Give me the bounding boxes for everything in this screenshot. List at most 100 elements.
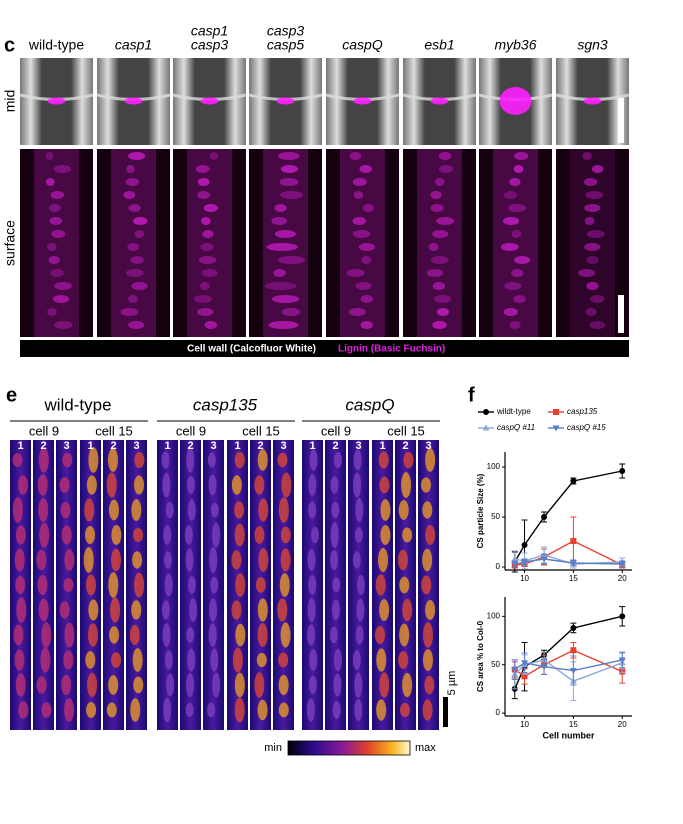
intensity-strip <box>208 623 217 647</box>
data-point <box>540 556 548 563</box>
intensity-strip <box>254 672 265 698</box>
intensity-strip <box>106 702 117 718</box>
micrograph <box>353 191 364 199</box>
cell-label: cell 9 <box>176 423 206 438</box>
micrograph <box>280 165 298 173</box>
legend-label: caspQ #15 <box>567 423 606 432</box>
intensity-strip <box>402 598 413 622</box>
x-tick-label: 10 <box>520 574 529 583</box>
intensity-strip <box>131 499 142 521</box>
intensity-strip <box>425 448 436 472</box>
intensity-strip <box>378 547 389 573</box>
intensity-strip <box>278 652 289 668</box>
intensity-strip <box>88 599 99 621</box>
intensity-strip <box>85 526 96 544</box>
intensity-strip <box>83 547 94 573</box>
intensity-strip <box>278 497 289 523</box>
intensity-strip <box>308 575 317 595</box>
genotype-label: casp1 <box>191 23 228 39</box>
intensity-strip <box>399 623 410 647</box>
intensity-strip <box>64 698 75 722</box>
intensity-strip <box>38 598 49 622</box>
micrograph <box>126 165 135 173</box>
intensity-strip <box>212 522 221 548</box>
intensity-strip <box>85 651 96 669</box>
micrograph <box>348 308 367 316</box>
intensity-strip <box>207 702 216 718</box>
lane-label: 2 <box>402 440 408 452</box>
micrograph <box>201 217 211 225</box>
micrograph <box>264 282 297 290</box>
micrograph <box>279 191 304 199</box>
intensity-strip <box>40 647 51 673</box>
intensity-strip <box>163 697 172 723</box>
intensity-strip <box>64 549 75 571</box>
micrograph <box>197 178 210 186</box>
data-point <box>569 668 577 675</box>
intensity-strip <box>61 674 72 696</box>
scale-bar <box>443 697 448 727</box>
micrograph <box>187 149 232 337</box>
intensity-strip <box>187 648 196 672</box>
intensity-strip <box>376 699 387 721</box>
genotype-label: casp3 <box>191 37 229 53</box>
micrograph <box>203 204 218 212</box>
data-point <box>552 425 560 432</box>
x-tick-label: 20 <box>618 574 627 583</box>
micrograph <box>353 97 372 105</box>
intensity-strip <box>398 500 409 520</box>
micrograph <box>278 152 300 160</box>
intensity-strip <box>280 622 291 648</box>
intensity-strip <box>355 625 364 645</box>
micrograph <box>430 256 449 264</box>
micrograph <box>204 321 218 329</box>
intensity-strip <box>280 526 291 544</box>
series <box>511 463 626 573</box>
intensity-strip <box>186 672 195 698</box>
intensity-strip <box>420 477 431 493</box>
intensity-strip <box>108 448 119 472</box>
micrograph <box>582 152 592 160</box>
micrograph <box>273 269 286 277</box>
intensity-strip <box>234 501 245 519</box>
intensity-strip <box>208 474 217 496</box>
group-label: caspQ <box>345 395 394 414</box>
micrograph <box>197 308 214 316</box>
intensity-strip <box>131 600 142 620</box>
intensity-strip <box>12 497 23 523</box>
genotype-label: esb1 <box>424 37 454 53</box>
micrograph <box>432 230 449 238</box>
intensity-strip <box>189 598 198 622</box>
intensity-strip <box>62 452 73 468</box>
lane-label: 3 <box>425 440 431 452</box>
intensity-strip <box>397 549 408 571</box>
genotype-label: sgn3 <box>577 37 608 53</box>
micrograph <box>51 230 66 238</box>
scale-label: 5 µm <box>446 671 458 696</box>
intensity-strip <box>129 624 140 646</box>
x-tick-label: 15 <box>569 720 578 729</box>
micrograph <box>50 269 64 277</box>
colorbar-label: max <box>415 742 436 754</box>
intensity-strip <box>60 501 71 519</box>
lane-label: 2 <box>40 440 46 452</box>
intensity-strip <box>85 574 96 596</box>
data-point <box>511 561 519 568</box>
intensity-strip <box>133 676 144 694</box>
intensity-strip <box>132 648 143 672</box>
intensity-strip <box>403 451 414 469</box>
data-point <box>619 468 626 474</box>
micrograph <box>123 191 136 199</box>
micrograph <box>434 178 445 186</box>
data-point <box>569 560 577 567</box>
lane-label: 3 <box>63 440 69 452</box>
intensity-strip <box>258 498 269 522</box>
intensity-strip <box>186 627 195 643</box>
micrograph <box>359 165 373 173</box>
stain-label: Lignin (Basic Fuchsin) <box>338 344 445 355</box>
intensity-strip <box>15 673 26 697</box>
micrograph <box>128 152 146 160</box>
group-label: wild-type <box>43 395 111 414</box>
intensity-strip <box>309 648 318 672</box>
